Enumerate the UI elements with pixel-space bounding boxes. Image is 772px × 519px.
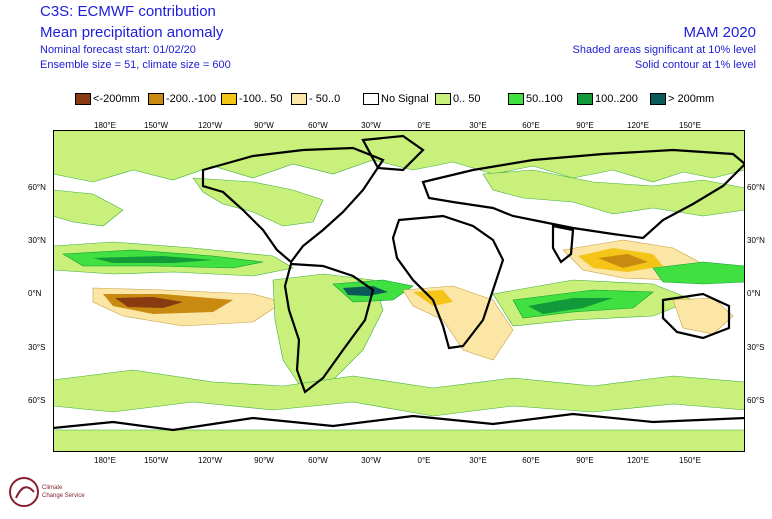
- coastlines: [52, 134, 747, 432]
- legend-swatch: [650, 93, 666, 105]
- ensemble-size-label: Ensemble size = 51, climate size = 600: [40, 59, 231, 71]
- season-label: MAM 2020: [683, 24, 756, 41]
- legend-item: 50..100: [508, 92, 563, 106]
- legend-swatch: [291, 93, 307, 105]
- legend-swatch: [148, 93, 164, 105]
- legend-item: No Signal: [363, 92, 429, 106]
- coastline-africa: [391, 214, 505, 350]
- dry-region-maritime-core: [598, 254, 648, 268]
- legend-swatch: [435, 93, 451, 105]
- lon-label-bottom: 60°W: [308, 456, 328, 465]
- lat-label-right: 0°N: [747, 289, 761, 298]
- coastline-australia: [661, 292, 731, 340]
- coastline-antarctica: [52, 412, 746, 432]
- legend-label: <-200mm: [93, 93, 140, 105]
- lon-label-top: 30°E: [469, 121, 487, 130]
- wet-region-arctic: [52, 129, 746, 183]
- legend-item: <-200mm: [75, 92, 140, 106]
- lon-label-top: 30°W: [361, 121, 381, 130]
- legend-item: 0.. 50: [435, 92, 481, 106]
- lon-label-top: 90°E: [576, 121, 594, 130]
- lat-label-left: 60°N: [28, 183, 46, 192]
- legend-swatch: [363, 93, 379, 105]
- legend-item: -100.. 50: [221, 92, 282, 106]
- lon-label-bottom: 0°E: [417, 456, 431, 465]
- legend-label: -100.. 50: [239, 93, 283, 105]
- legend-label: > 200mm: [668, 93, 715, 105]
- lon-label-top: 180°E: [94, 121, 116, 130]
- forecast-start-label: Nominal forecast start: 01/02/20: [40, 44, 196, 56]
- wet-region-atlantic-core: [343, 286, 388, 296]
- lon-label-top: 60°W: [308, 121, 328, 130]
- dry-region-africa-mid: [413, 290, 453, 306]
- lon-label-top: 150°E: [679, 121, 701, 130]
- legend-swatch: [577, 93, 593, 105]
- lon-label-bottom: 90°E: [576, 456, 594, 465]
- contour-note: Solid contour at 1% level: [634, 59, 756, 71]
- climate-service-icon: [9, 477, 39, 507]
- lon-label-top: 120°W: [198, 121, 223, 130]
- map-canvas: [52, 129, 747, 453]
- title-line-1: C3S: ECMWF contribution: [40, 3, 216, 20]
- legend-swatch: [221, 93, 237, 105]
- lon-label-top: 90°W: [254, 121, 274, 130]
- lon-label-bottom: 60°E: [522, 456, 540, 465]
- lat-label-right: 60°N: [747, 183, 765, 192]
- wet-band-indian-core: [528, 298, 613, 314]
- lat-label-left: 30°N: [28, 236, 46, 245]
- wet-band-pacific-core: [93, 256, 213, 263]
- lat-label-right: 30°S: [747, 343, 765, 352]
- coastline-north-america: [201, 146, 385, 264]
- lat-label-left: 0°N: [28, 289, 42, 298]
- coastline-eurasia: [421, 148, 747, 240]
- lon-label-bottom: 120°W: [198, 456, 223, 465]
- coastline-greenland: [361, 134, 425, 172]
- wet-region-eurasia: [482, 169, 746, 217]
- lon-label-bottom: 30°E: [469, 456, 487, 465]
- legend-label: No Signal: [381, 93, 429, 105]
- coastline-india: [551, 224, 575, 264]
- lon-label-top: 60°E: [522, 121, 540, 130]
- dry-region-pacific-core: [115, 297, 183, 308]
- lat-label-right: 60°S: [747, 396, 765, 405]
- lon-label-bottom: 180°E: [94, 456, 116, 465]
- lon-label-top: 0°E: [417, 121, 431, 130]
- legend-swatch: [75, 93, 91, 105]
- legend-swatch: [508, 93, 524, 105]
- precipitation-map: [52, 129, 747, 453]
- legend-label: - 50..0: [309, 93, 341, 105]
- legend-label: 50..100: [526, 93, 563, 105]
- shading-note: Shaded areas significant at 10% level: [572, 44, 756, 56]
- lon-label-top: 150°W: [144, 121, 169, 130]
- dry-region-africa: [402, 285, 514, 361]
- wet-region-antarctic: [52, 429, 746, 453]
- lon-label-bottom: 90°W: [254, 456, 274, 465]
- wet-region-south-america: [272, 273, 384, 391]
- lat-label-left: 30°S: [28, 343, 46, 352]
- map-frame: [53, 130, 745, 452]
- copernicus-logo: Climate Change Service: [6, 474, 126, 514]
- legend-label: 100..200: [595, 93, 638, 105]
- lon-label-bottom: 120°E: [627, 456, 649, 465]
- lon-label-top: 120°E: [627, 121, 649, 130]
- lon-label-bottom: 150°E: [679, 456, 701, 465]
- lat-label-left: 60°S: [28, 396, 46, 405]
- legend-label: -200..-100: [166, 93, 217, 105]
- logo-text-line-1: Climate: [42, 485, 63, 491]
- title-line-2: Mean precipitation anomaly: [40, 24, 224, 41]
- lon-label-bottom: 150°W: [144, 456, 169, 465]
- legend-item: -200..-100: [148, 92, 216, 106]
- lon-label-bottom: 30°W: [361, 456, 381, 465]
- legend-item: > 200mm: [650, 92, 714, 106]
- wet-region-north-america: [192, 177, 324, 227]
- logo-text-line-2: Change Service: [42, 493, 85, 499]
- dry-region-australia: [672, 297, 734, 335]
- legend-item: - 50..0: [291, 92, 340, 106]
- coastline-south-america: [283, 262, 375, 394]
- lat-label-right: 30°N: [747, 236, 765, 245]
- legend-label: 0.. 50: [453, 93, 481, 105]
- legend-item: 100..200: [577, 92, 638, 106]
